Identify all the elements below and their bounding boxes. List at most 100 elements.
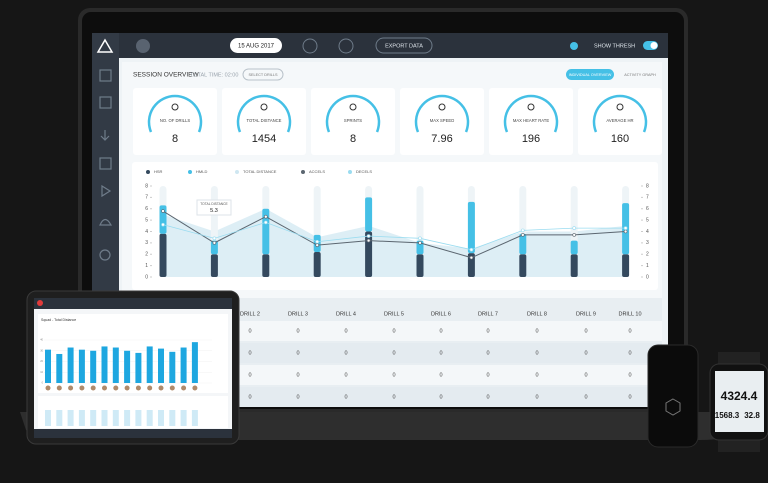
y-tick-label: 1: [145, 263, 148, 269]
tooltip-label: TOTAL DISTANCE: [200, 202, 228, 206]
date-pill[interactable]: [230, 38, 282, 53]
tablet-bar: [124, 350, 131, 383]
table-cell: 0: [392, 394, 395, 400]
nav-settings[interactable]: [99, 249, 111, 261]
nav-cloud[interactable]: [99, 218, 113, 226]
watch-right: 32.8: [744, 411, 760, 420]
y-tick-label: 8: [145, 183, 148, 189]
line-point: [572, 226, 577, 230]
table-cell: 0: [628, 350, 631, 356]
legend-marker: [235, 170, 239, 174]
table-cell: 0: [344, 350, 347, 356]
line-point: [161, 222, 165, 227]
logo[interactable]: [96, 38, 114, 53]
table-cell: 0: [628, 394, 631, 400]
select-drills-label: SELECT DRILLS: [248, 73, 278, 77]
legend-label: DECELS: [356, 169, 372, 174]
tablet-close[interactable]: [37, 300, 43, 306]
bar-hmld: [570, 240, 578, 255]
select-drills[interactable]: [242, 68, 284, 81]
tablet-y-tick-label: 30: [40, 349, 43, 352]
tablet-y-tick-label: 20: [40, 360, 43, 363]
tablet-bar: [135, 352, 142, 383]
tablet-bar-lower: [112, 410, 119, 426]
tab-active[interactable]: [566, 69, 614, 80]
kpi-value: 8: [350, 133, 356, 145]
table-cell: 0: [248, 350, 251, 356]
tablet-y-tick-label: 10: [40, 371, 43, 374]
kpi-gauge: [503, 94, 559, 133]
y-tick-label: 4: [145, 229, 148, 235]
y2-tick-label: 6: [646, 206, 649, 212]
bar-hmld: [262, 208, 270, 255]
table-cell: 0: [584, 350, 587, 356]
kpi-label: TOTAL DISTANCE: [247, 118, 282, 123]
tablet-y-tick-label: 0: [42, 382, 44, 385]
table-header: DRILL 5: [384, 311, 404, 317]
table-cell: 0: [439, 350, 442, 356]
table-cell: 0: [439, 328, 442, 334]
nav-download[interactable]: [100, 130, 110, 141]
tablet-bar-lower: [191, 410, 198, 426]
table-cell: 0: [296, 372, 299, 378]
edit-button[interactable]: [302, 38, 318, 54]
kpi-value: 7.96: [431, 133, 452, 145]
table-cell: 0: [344, 372, 347, 378]
bar-hsr: [210, 254, 218, 277]
nav-play[interactable]: [101, 184, 112, 198]
export-button[interactable]: [375, 37, 433, 54]
bar-hsr: [159, 233, 167, 277]
line-point: [212, 236, 217, 241]
tablet-bar-lower: [135, 410, 142, 426]
nav-calendar[interactable]: [99, 157, 112, 170]
date: 15 AUG 2017: [238, 44, 275, 50]
y-tick-label: 7: [145, 195, 148, 201]
table-cell: 0: [439, 394, 442, 400]
tablet-tab-bar: [34, 429, 232, 438]
line-point: [161, 209, 165, 213]
tablet-bar: [158, 348, 164, 383]
tablet-bar-lower: [45, 410, 51, 426]
table-header: DRILL 2: [240, 311, 260, 317]
kpi-icon: [527, 103, 535, 111]
tablet-panel-2: [38, 396, 228, 428]
bar-track: [416, 186, 424, 277]
y-tick-label: 2: [145, 252, 148, 258]
y2-tick-label: 3: [646, 240, 649, 246]
tablet-bar-lower: [90, 410, 97, 426]
nav-grid[interactable]: [99, 69, 112, 82]
line-point: [366, 234, 371, 238]
tablet-top-bar: [34, 298, 232, 309]
tablet-bar-lower: [67, 410, 74, 426]
player-avatar: [158, 385, 164, 391]
doc-button[interactable]: [338, 38, 354, 54]
line-point: [418, 241, 422, 245]
player-avatar: [79, 385, 85, 391]
notification[interactable]: [570, 42, 578, 50]
tab[interactable]: ACTIVITY GRAPH: [624, 73, 656, 77]
y2-tick-label: 2: [646, 252, 649, 258]
tablet-bar: [191, 342, 198, 383]
tablet-bar: [101, 346, 108, 383]
tablet-bar: [90, 350, 97, 383]
line-point: [572, 233, 577, 237]
table-header: DRILL 4: [336, 311, 356, 317]
table-cell: 0: [486, 328, 489, 334]
kpi-icon: [349, 103, 357, 111]
y2-tick-label: 1: [646, 263, 649, 269]
table-cell: 0: [584, 394, 587, 400]
tablet-bar-lower: [101, 410, 108, 426]
bar-hsr: [313, 251, 321, 277]
player-avatar: [147, 385, 153, 391]
nav-shirt[interactable]: [99, 96, 112, 109]
table-cell: 0: [344, 394, 347, 400]
tooltip: [196, 199, 232, 216]
table-row: [122, 365, 662, 385]
tablet-bar: [146, 346, 153, 383]
table-cell: 0: [392, 372, 395, 378]
kpi-value: 8: [172, 133, 178, 145]
avatar[interactable]: [136, 39, 150, 53]
table-row: [122, 321, 662, 341]
table-row: [122, 387, 662, 407]
player-avatar: [169, 385, 175, 391]
